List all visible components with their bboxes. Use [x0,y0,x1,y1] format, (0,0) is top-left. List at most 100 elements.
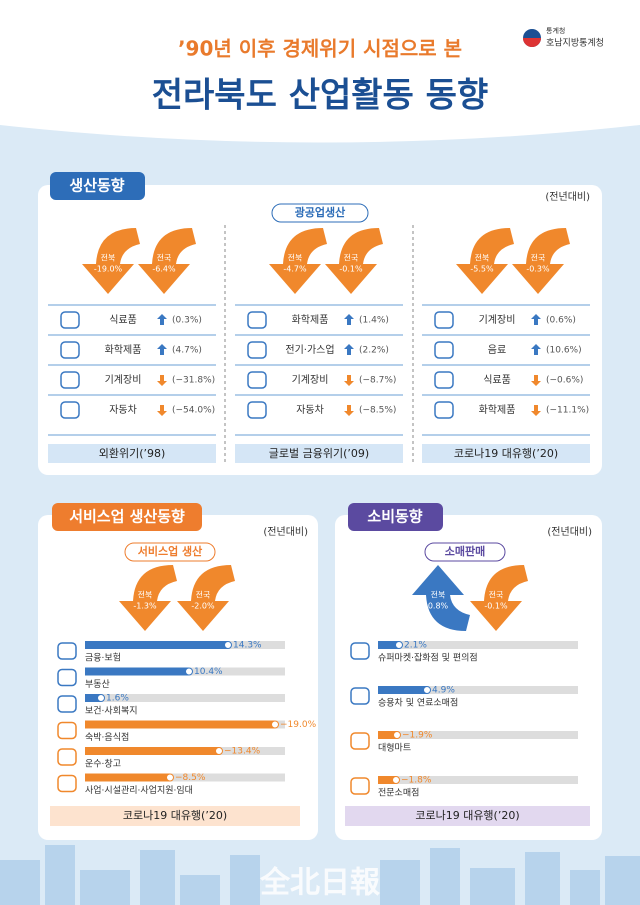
change-arrow [157,405,167,416]
bar-label: −19.0% [280,720,317,730]
period-bg [48,444,216,463]
change-arrow [344,405,354,416]
arrow-region: 전국 [344,253,359,263]
item-name: 식료품 [109,314,137,326]
arrow-value: -5.5% [470,265,494,274]
tab-label: 소비동향 [367,508,422,526]
icon [350,642,370,660]
arrow-value: -0.1% [339,265,363,274]
bar-end [423,686,431,694]
org-small: 통계청 [546,26,565,35]
bar [85,773,170,782]
bar-end [393,731,401,739]
icon [247,401,267,419]
icon [434,401,454,419]
change-arrow [344,344,354,355]
bar-end [215,747,223,755]
icon [434,341,454,359]
bar-track [85,773,285,782]
bar-track [378,686,578,694]
icon [60,341,80,359]
org: 호남지방통계청 [546,37,604,49]
icon [247,371,267,389]
arrow-value: -2.0% [191,602,215,611]
big-arrow [82,228,140,294]
change-arrow [531,344,541,355]
bar-end [395,641,403,649]
icon [57,642,77,660]
icon [350,687,370,705]
item-name: 금융·보험 [85,653,121,664]
arrow-value: -4.7% [283,265,307,274]
item-name: 숙박·음식점 [85,731,129,743]
bar-end [271,720,279,729]
item-change: (−31.8%) [172,376,215,386]
big-arrow [138,228,196,294]
bar [85,720,275,729]
subtitle: ’90년 이후 경제위기 시점으로 본 [178,37,462,61]
period-bg [345,806,590,826]
pill-label: 소매판매 [445,544,485,558]
bar-label: 2.1% [404,641,427,651]
icon [434,371,454,389]
tab-label: 생산동향 [69,177,124,195]
icon [60,311,80,329]
item-name: 화학제품 [479,404,516,416]
pill-label: 서비스업 생산 [138,544,203,558]
arrow-region: 전국 [196,590,211,600]
item-name: 부동산 [85,679,110,690]
icon [60,371,80,389]
icon [434,311,454,329]
pill [271,203,369,223]
tab [348,503,443,531]
bar-end [185,667,193,676]
big-arrow [412,565,470,631]
bar-label: 4.9% [432,686,455,696]
item-change: (−0.6%) [546,376,583,386]
change-arrow [531,375,541,386]
item-name: 보건·사회복지 [85,706,138,717]
arrow-value: -19.0% [94,265,123,274]
arrow-region: 전국 [157,253,172,263]
watermark: 全北日報 [259,866,381,901]
big-arrow [269,228,327,294]
panel-production [38,185,602,475]
title: 전라북도 산업활동 동향 [152,76,488,116]
bar [378,686,427,694]
pill-label: 광공업생산 [295,205,346,219]
item-change: (2.2%) [359,346,389,356]
bar-track [378,776,578,784]
arrow-region: 전국 [489,590,504,600]
item-change: (4.7%) [172,346,202,356]
change-arrow [531,405,541,416]
item-change: (−8.5%) [359,406,396,416]
period: 코로나19 대유행(’20) [454,447,558,460]
period-bg [50,806,300,826]
bar-label: 1.6% [106,694,129,704]
item-name: 전기·가스업 [285,343,334,356]
icon [57,774,77,793]
icon [350,732,370,750]
arrow-value: -6.4% [152,265,176,274]
item-name: 식료품 [483,374,511,386]
bar [378,776,396,784]
icon [57,668,77,687]
bar-track [85,694,285,702]
change-arrow [531,314,541,325]
tab-label: 서비스업 생산동향 [69,508,185,526]
period: 코로나19 대유행(’20) [123,809,227,822]
item-name: 대형마트 [378,743,411,754]
arrow-value: -1.3% [133,602,157,611]
bar-track [378,641,578,649]
icon [247,341,267,359]
logo-part [523,38,541,47]
big-arrow [470,565,528,631]
item-name: 자동차 [109,404,137,416]
note: (전년대비) [545,191,590,203]
note: (전년대비) [547,526,592,538]
big-arrow [325,228,383,294]
arrow-region: 전북 [288,253,303,263]
period: 코로나19 대유행(’20) [415,809,519,822]
icon [60,401,80,419]
